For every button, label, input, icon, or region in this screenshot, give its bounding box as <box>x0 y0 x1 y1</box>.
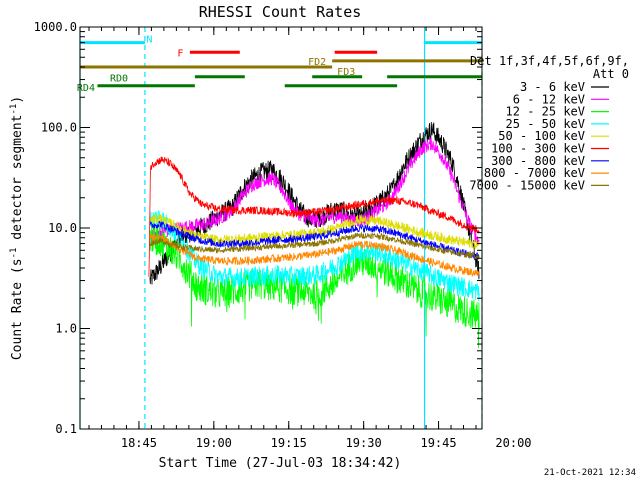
y-axis-label-close: ) <box>10 96 25 104</box>
series-line-7 <box>149 233 480 278</box>
series-line-8 <box>149 231 480 260</box>
y-tick-label-0: 0.1 <box>55 422 77 436</box>
flag-label-fd3: FD3 <box>337 67 355 78</box>
flag-label-f: F <box>177 48 183 59</box>
legend-header-1: Det 1f,3f,4f,5f,6f,9f, <box>470 54 629 68</box>
y-axis-ticks: 0.1 1.0 10.0 100.0 1000.0 <box>34 20 482 436</box>
flag-label-rd0: RD0 <box>110 74 128 85</box>
x-axis-label: Start Time (27-Jul-03 18:34:42) <box>159 456 402 471</box>
legend-label-2: 12 - 25 keV <box>506 105 585 119</box>
y-tick-label-2: 10.0 <box>48 221 77 235</box>
legend-label-4: 50 - 100 keV <box>498 129 585 143</box>
x-tick-label-4: 19:45 <box>420 436 456 450</box>
x-tick-label-2: 19:15 <box>271 436 307 450</box>
legend-label-7: 800 - 7000 keV <box>484 166 585 180</box>
x-tick-label-5: 20:00 <box>495 436 531 450</box>
y-axis-label-sup2: -1 <box>9 104 19 115</box>
legend-label-8: 7000 - 15000 keV <box>469 178 585 192</box>
y-axis-label-sup: -1 <box>9 248 19 259</box>
y-tick-label-3: 100.0 <box>41 121 77 135</box>
legend-label-3: 25 - 50 keV <box>506 117 585 131</box>
timestamp: 21-Oct-2021 12:34 <box>544 468 636 478</box>
x-tick-label-0: 18:45 <box>121 436 157 450</box>
y-tick-label-1: 1.0 <box>55 322 77 336</box>
series-line-1 <box>149 136 480 246</box>
legend: Det 1f,3f,4f,5f,6f,9f, Att 0 3 - 6 keV6 … <box>469 54 629 192</box>
y-axis-label: Count Rate (s-1 detector segment-1) <box>9 96 25 360</box>
y-axis-label-post: detector segment <box>10 115 25 248</box>
legend-label-1: 6 - 12 keV <box>513 92 585 106</box>
series-line-5 <box>148 156 480 278</box>
legend-header-2: Att 0 <box>593 67 629 81</box>
y-tick-label-4: 1000.0 <box>34 20 77 34</box>
x-tick-label-3: 19:30 <box>346 436 382 450</box>
y-axis-label-pre: Count Rate (s <box>10 258 25 360</box>
flag-label-n: N <box>146 35 152 46</box>
legend-label-5: 100 - 300 keV <box>491 142 585 156</box>
series-line-3 <box>149 209 480 302</box>
flag-bars: N F FD2 FD3 RD0 RD4 <box>77 35 482 94</box>
flag-label-rd4: RD4 <box>77 83 95 94</box>
flag-label-fd2: FD2 <box>308 57 326 68</box>
series-group <box>148 121 480 349</box>
x-axis-ticks: 18:45 19:00 19:15 19:30 19:45 20:00 <box>88 27 532 450</box>
legend-label-6: 300 - 800 keV <box>491 154 585 168</box>
chart-title: RHESSI Count Rates <box>199 3 362 21</box>
x-tick-label-1: 19:00 <box>196 436 232 450</box>
legend-label-0: 3 - 6 keV <box>520 80 585 94</box>
